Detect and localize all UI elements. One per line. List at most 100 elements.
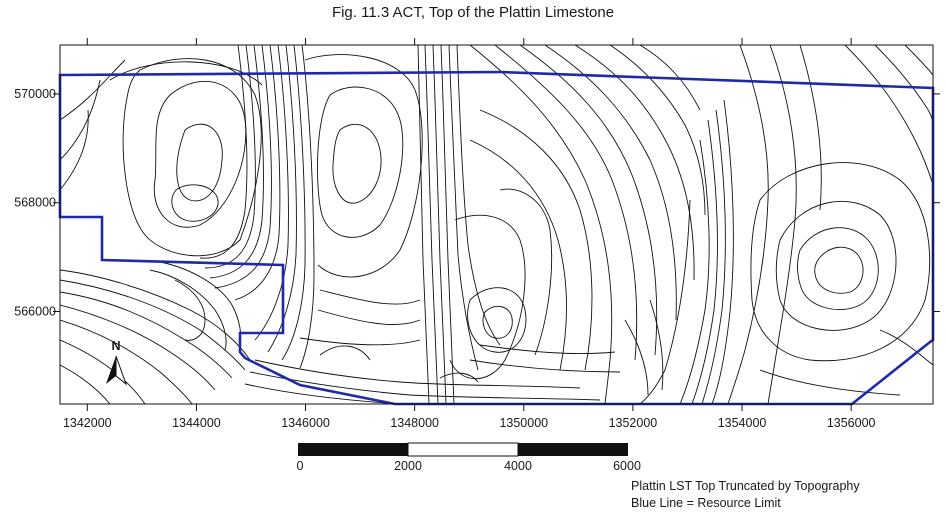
x-tick-label: 1344000	[172, 416, 221, 430]
contour-line	[479, 109, 593, 371]
contour-line	[60, 79, 101, 161]
contour-line	[469, 359, 621, 373]
contour-line	[214, 45, 272, 289]
contour-line	[639, 45, 701, 111]
contour-line	[234, 45, 281, 301]
contour-line	[244, 383, 401, 404]
contour-line	[879, 329, 933, 366]
contour-line	[417, 45, 430, 404]
contour-line	[174, 279, 206, 341]
map-frame	[59, 44, 934, 405]
y-tick-label: 570000	[14, 87, 56, 101]
contour-line	[254, 45, 289, 341]
contour-line	[469, 139, 567, 371]
contour-line	[299, 337, 421, 346]
contour-line	[60, 269, 251, 361]
x-tick-label: 1354000	[718, 416, 767, 430]
contour-line	[424, 45, 439, 404]
contour-line	[317, 309, 421, 325]
north-arrow-icon	[106, 356, 116, 384]
contour-line	[479, 344, 616, 355]
contour-line	[432, 45, 447, 404]
contour-line	[149, 269, 227, 351]
contour-line	[814, 246, 864, 294]
scale-label-6000: 6000	[613, 459, 641, 473]
contour-line	[60, 279, 246, 371]
contour-line	[209, 45, 264, 279]
y-tick-label: 566000	[14, 305, 56, 319]
contour-line	[711, 99, 734, 404]
contour-line	[499, 188, 553, 356]
contour-line	[494, 45, 638, 361]
contour-line	[844, 45, 933, 186]
contour-line	[649, 299, 664, 391]
contour-line	[199, 45, 248, 259]
contour-line	[467, 287, 527, 353]
contour-line	[609, 45, 706, 216]
contour-line	[797, 227, 879, 311]
y-axis: 570000 568000 566000	[14, 87, 940, 319]
contour-line	[254, 359, 581, 389]
contour-line	[775, 201, 897, 331]
contour-line	[701, 109, 726, 404]
contour-line	[122, 58, 262, 257]
x-tick-label: 1356000	[827, 416, 876, 430]
contour-line	[60, 304, 216, 391]
y-tick-label: 568000	[14, 196, 56, 210]
contour-line	[60, 59, 126, 121]
contour-line	[874, 45, 933, 123]
contour-line	[60, 109, 89, 191]
contour-line	[727, 45, 769, 404]
contour-line	[153, 80, 247, 228]
contour-line	[456, 45, 501, 346]
contour-line	[319, 289, 421, 305]
contour-line	[299, 45, 315, 369]
contour-lines	[60, 45, 933, 404]
contour-line	[332, 123, 382, 204]
contour-line	[176, 123, 223, 202]
contour-line	[759, 369, 901, 396]
contour-line	[439, 372, 479, 383]
legend-boundary-note: Blue Line = Resource Limit	[631, 496, 781, 510]
contour-line	[60, 319, 193, 404]
legend: Plattin LST Top Truncated by Topography …	[631, 478, 860, 512]
scale-label-0: 0	[297, 459, 304, 473]
x-tick-label: 1350000	[499, 416, 548, 430]
x-tick-label: 1348000	[390, 416, 439, 430]
contour-line	[281, 45, 306, 361]
scale-label-2000: 2000	[394, 459, 422, 473]
contour-line	[109, 61, 263, 86]
contour-line	[482, 305, 513, 339]
scale-bar: 0 2000 4000 6000	[297, 442, 641, 473]
contour-line	[904, 45, 933, 76]
contour-line	[304, 54, 423, 278]
contour-line	[691, 119, 718, 404]
north-arrow: N	[106, 339, 128, 386]
contour-line	[679, 139, 710, 404]
scale-label-4000: 4000	[504, 459, 532, 473]
contour-line	[171, 184, 219, 222]
legend-truncation-note: Plattin LST Top Truncated by Topography	[631, 479, 860, 493]
x-tick-label: 1352000	[609, 416, 658, 430]
contour-line	[317, 86, 404, 238]
contour-line	[60, 339, 146, 404]
contour-line	[799, 45, 822, 211]
contour-line	[60, 364, 111, 404]
contour-line	[60, 291, 233, 379]
contour-line	[750, 162, 931, 362]
resource-limit-boundary	[58, 70, 935, 406]
contour-line	[624, 319, 649, 396]
map-title: Fig. 11.3 ACT, Top of the Plattin Limest…	[331, 4, 615, 21]
contour-line	[204, 45, 256, 269]
contour-line	[449, 214, 526, 380]
contour-line	[519, 45, 658, 356]
contour-line	[574, 45, 695, 281]
contour-line	[319, 345, 371, 361]
x-tick-label: 1346000	[281, 416, 330, 430]
contour-line	[249, 371, 601, 401]
contour-line	[469, 45, 613, 404]
contour-line	[448, 45, 479, 371]
contour-line	[639, 199, 691, 404]
x-axis: 1342000 1344000 1346000 1348000 1350000 13520…	[63, 38, 876, 430]
